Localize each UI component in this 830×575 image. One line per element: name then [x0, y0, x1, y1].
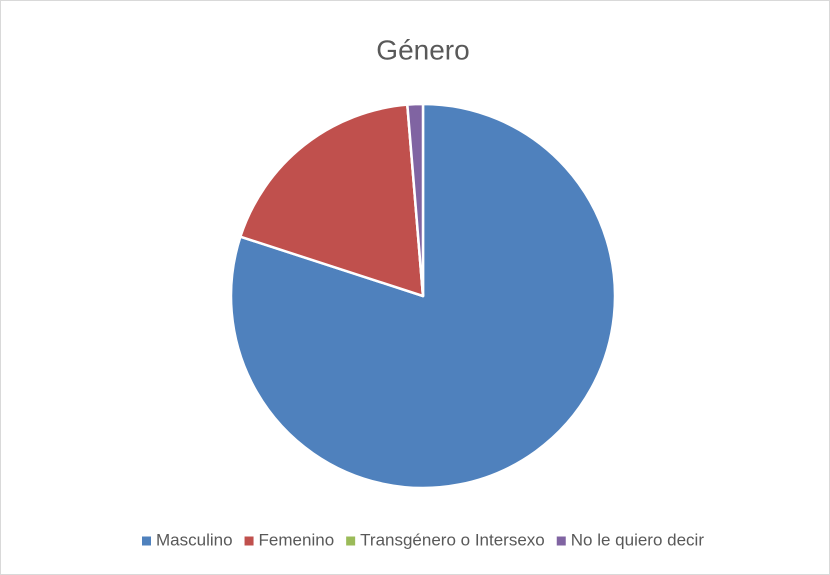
legend-marker: [142, 536, 151, 546]
legend-label: No le quiero decir: [571, 530, 705, 549]
legend-label: Transgénero o Intersexo: [360, 530, 545, 549]
legend-marker: [556, 536, 566, 546]
legend-marker: [244, 536, 254, 546]
legend-marker: [346, 536, 356, 546]
pie-slice: [229, 102, 617, 490]
pie-slice: [239, 103, 425, 298]
legend-label: Masculino: [156, 530, 233, 549]
pie-slice: [406, 102, 425, 298]
chart-title: Género: [376, 34, 469, 65]
legend-label: Femenino: [259, 530, 335, 549]
